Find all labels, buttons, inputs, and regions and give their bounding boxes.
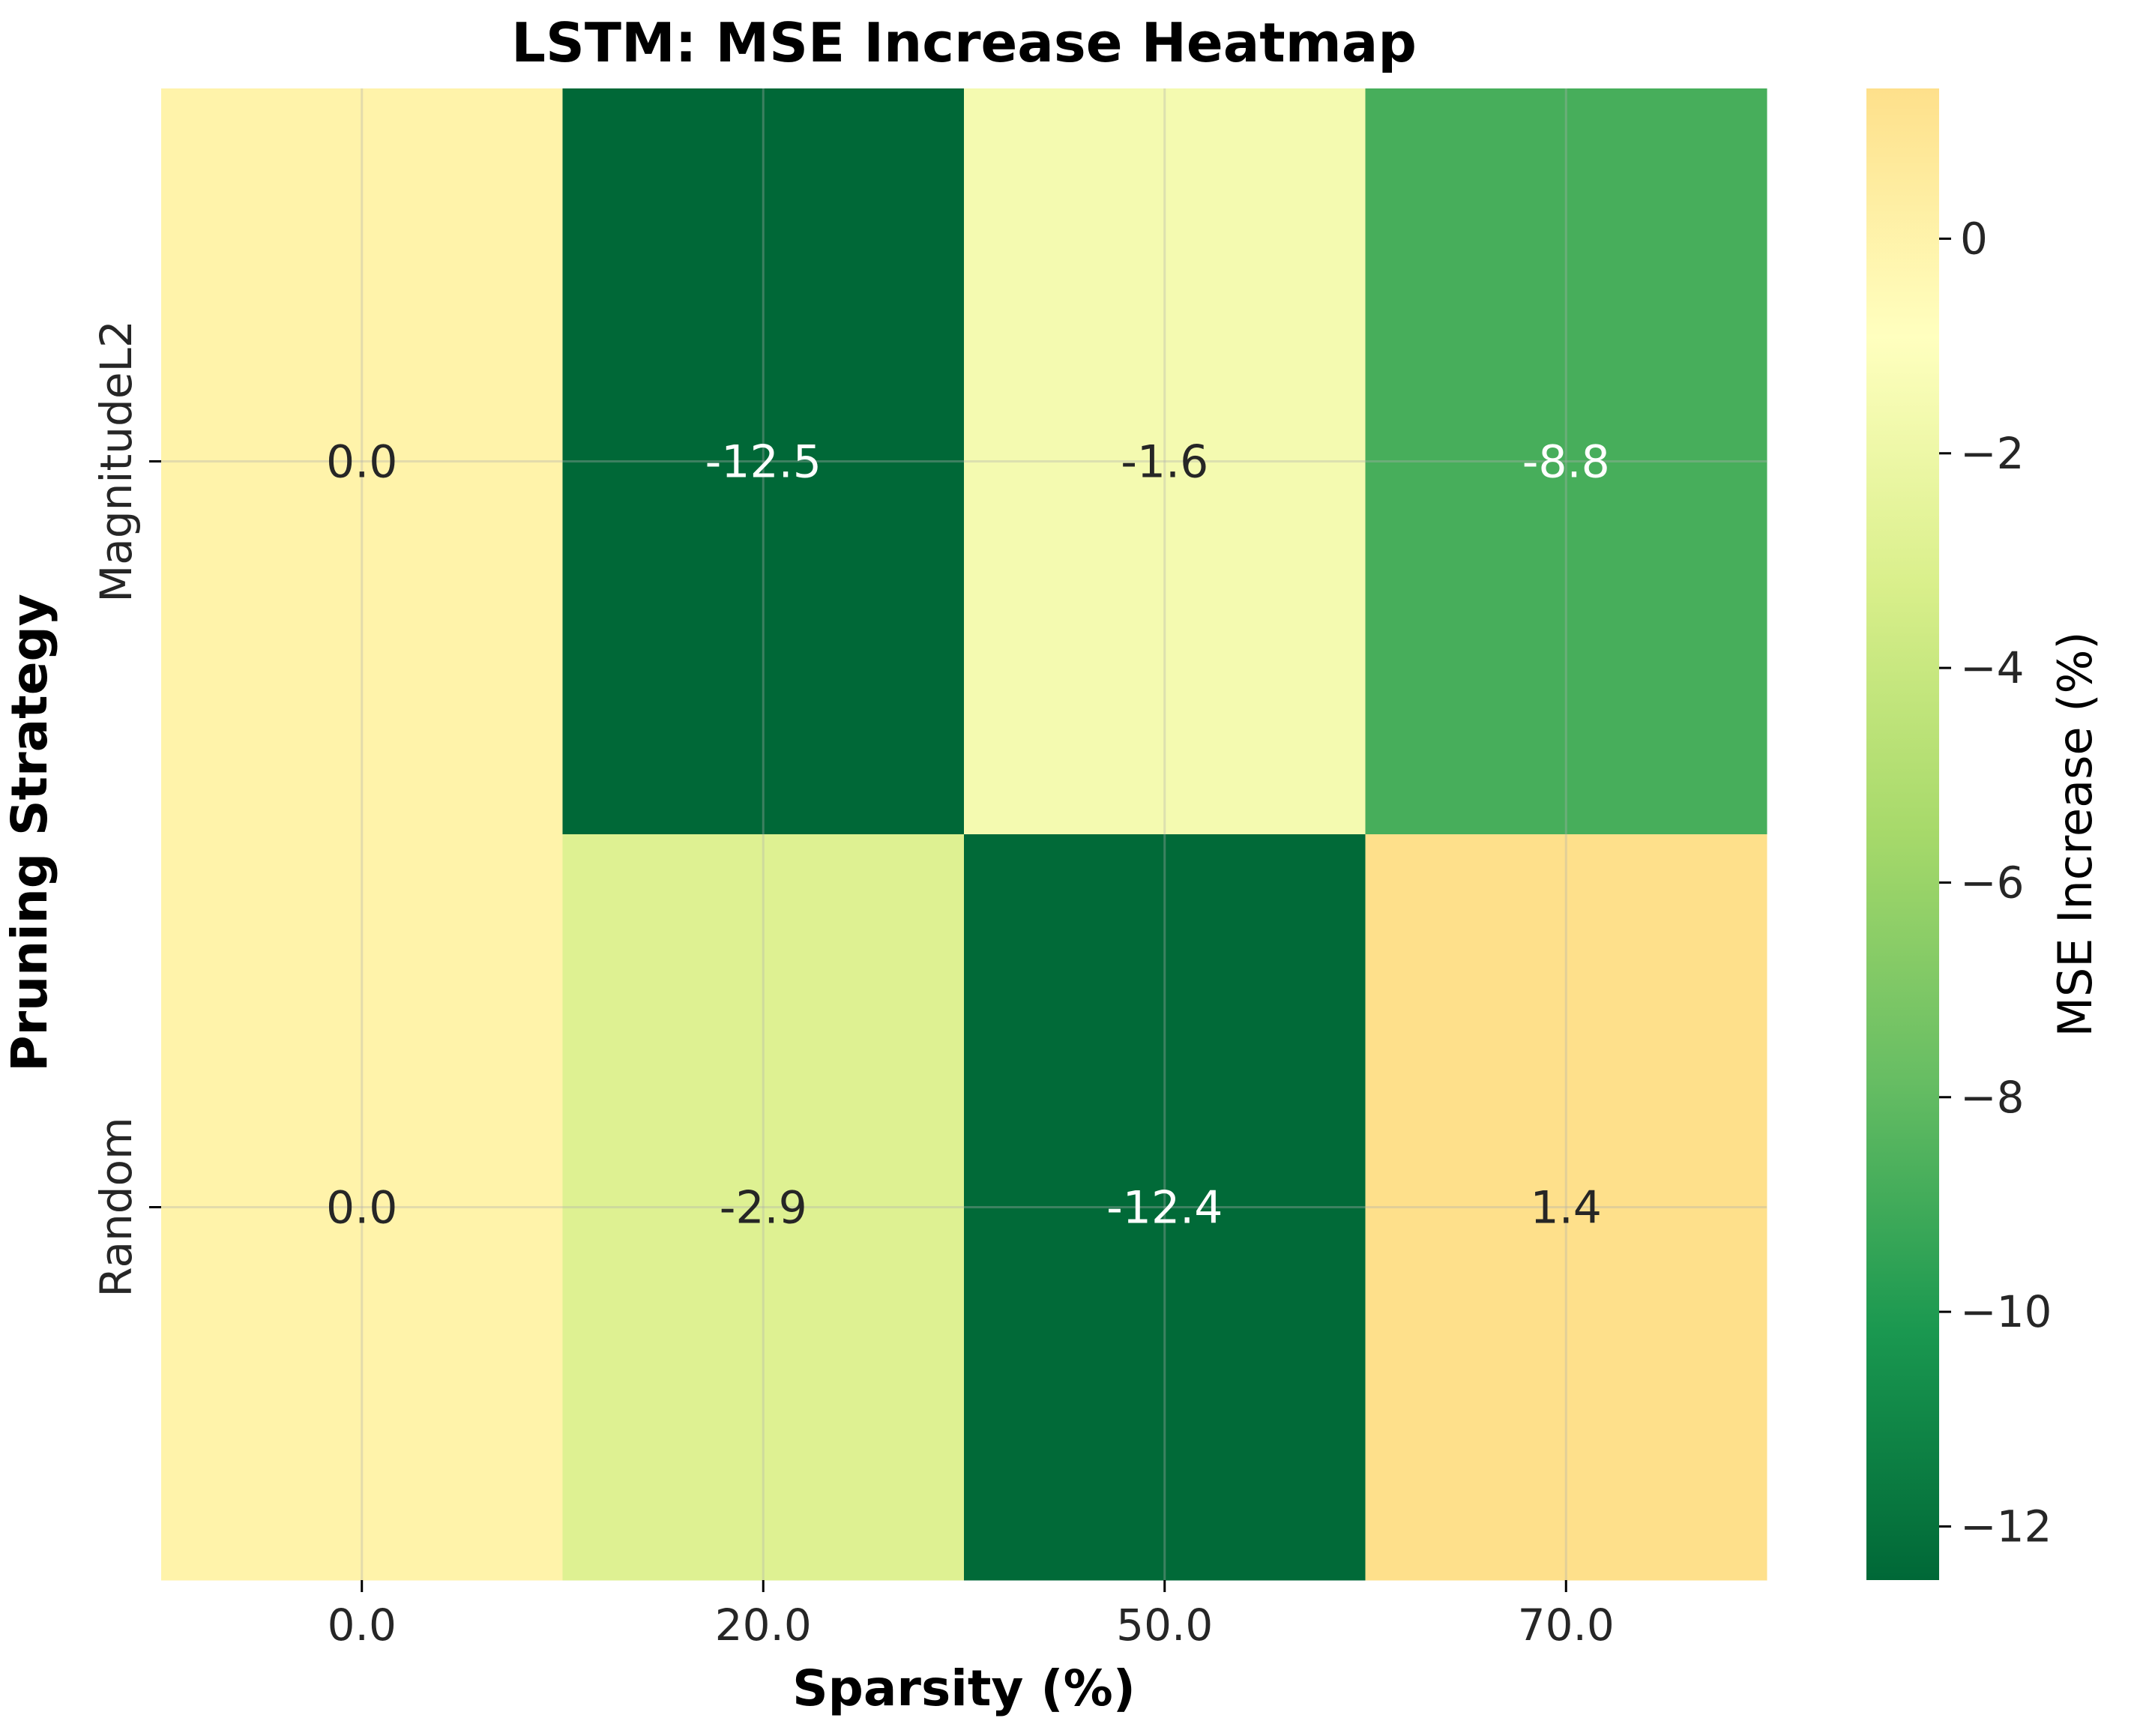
y-tick-label: MagnitudeL2	[91, 320, 142, 603]
x-tick-label: 0.0	[328, 1600, 397, 1651]
cell-value-label: -8.8	[1522, 436, 1610, 489]
y-tick-label: Random	[91, 1117, 142, 1297]
cell-value-label: -12.5	[705, 436, 822, 489]
colorbar-label: MSE Increase (%)	[2048, 631, 2103, 1037]
x-tick-label: 70.0	[1518, 1600, 1615, 1651]
colorbar	[1866, 88, 1939, 1580]
cell-labels: 0.0 -12.5 -1.6 -8.8 0.0 -2.9 -12.4 1.4	[326, 436, 1610, 1235]
colorbar-tick-label: 0	[1960, 213, 1988, 264]
cell-value-label: 1.4	[1531, 1182, 1602, 1235]
cell-value-label: 0.0	[326, 436, 397, 489]
heatmap-cell	[964, 834, 1366, 1581]
heatmap-cell	[562, 834, 965, 1581]
x-axis-label: Sparsity (%)	[792, 1660, 1136, 1717]
cell-value-label: -12.4	[1106, 1182, 1223, 1235]
cell-value-label: -1.6	[1121, 436, 1208, 489]
cell-value-label: -2.9	[720, 1182, 807, 1235]
heatmap-cells	[161, 88, 1767, 1581]
x-tick-label: 20.0	[715, 1600, 812, 1651]
grid-lines	[161, 88, 1767, 1580]
colorbar-tick-label: −12	[1960, 1501, 2052, 1552]
colorbar-tick-label: −10	[1960, 1286, 2052, 1337]
y-axis-ticks: MagnitudeL2 Random	[91, 320, 161, 1298]
cell-value-label: 0.0	[326, 1182, 397, 1235]
x-axis-ticks: 0.0 20.0 50.0 70.0	[328, 1580, 1615, 1651]
colorbar-tick-label: −8	[1960, 1072, 2025, 1123]
colorbar-tick-label: −6	[1960, 857, 2025, 908]
heatmap-cell	[964, 88, 1366, 835]
heatmap-cell	[1365, 88, 1767, 835]
colorbar-tick-label: −2	[1960, 428, 2025, 479]
heatmap-cell	[161, 88, 563, 835]
heatmap-cell	[161, 834, 563, 1581]
heatmap-cell	[562, 88, 965, 835]
chart-title: LSTM: MSE Increase Heatmap	[511, 11, 1417, 74]
y-axis-label: Pruning Strategy	[1, 594, 58, 1071]
x-tick-label: 50.0	[1116, 1600, 1213, 1651]
colorbar-ticks: 0 −2 −4 −6 −8 −10 −12	[1939, 213, 2052, 1552]
heatmap-cell	[1365, 834, 1767, 1581]
colorbar-tick-label: −4	[1960, 642, 2025, 693]
